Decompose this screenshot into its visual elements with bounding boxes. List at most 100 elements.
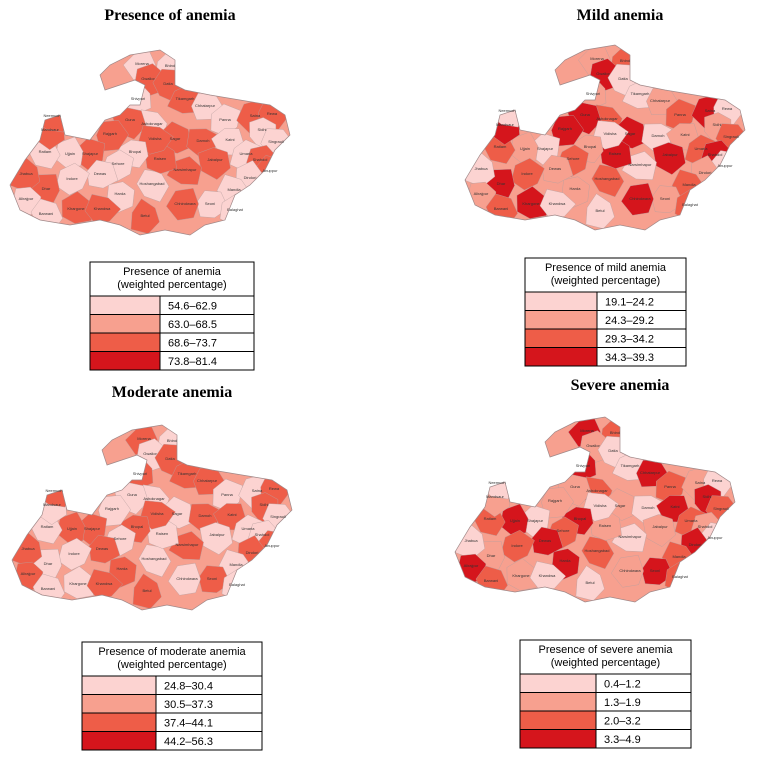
district-label: Raisen <box>609 151 621 156</box>
district-label: Vidisha <box>150 511 164 516</box>
district-label: Panna <box>674 112 686 117</box>
district-label: Chhatarpur <box>650 98 671 103</box>
district-label: Mandsaur <box>486 494 504 499</box>
district-label: Anuppur <box>707 535 723 540</box>
district-label: Bhind <box>620 58 630 63</box>
legend-range: 63.0–68.5 <box>168 319 217 331</box>
district-label: Khandwa <box>96 581 113 586</box>
district-label: Sagar <box>172 511 183 516</box>
legend-title: Presence of anemia <box>123 266 222 278</box>
district-label: Tikamgarh <box>178 471 197 476</box>
district <box>655 470 686 504</box>
district-label: Dindori <box>689 542 702 547</box>
district-label: Dewas <box>539 538 551 543</box>
district-label: Guna <box>570 484 581 489</box>
district-label: Ratlam <box>39 149 52 154</box>
district-label: Khargone <box>69 581 87 586</box>
district-label: Narsimhapur <box>619 534 643 539</box>
district-label: Betul <box>142 588 151 593</box>
legend-swatch <box>89 332 161 352</box>
district-label: Ujjain <box>520 146 530 151</box>
district-label: Mandla <box>227 187 241 192</box>
district-label: Neemuch <box>45 488 62 493</box>
district-label: Shahdol <box>253 157 268 162</box>
district-label: Morena <box>137 436 151 441</box>
district-label: Hoshangabad <box>585 548 610 553</box>
district-label: Dindori <box>244 175 257 180</box>
district-label: Indore <box>68 551 80 556</box>
district-label: Damoh <box>652 133 665 138</box>
district-label: Rewa <box>269 486 280 491</box>
district-label: Katni <box>680 132 689 137</box>
district-label: Khargone <box>512 573 530 578</box>
district-label: Tikamgarh <box>176 96 195 101</box>
district <box>86 569 123 599</box>
legend-swatch <box>519 692 597 712</box>
legend-swatch <box>81 712 157 732</box>
legend-cell <box>155 731 263 751</box>
district-label: Dindori <box>699 170 712 175</box>
district-label: Mandla <box>682 182 696 187</box>
district-label: Datia <box>165 456 175 461</box>
district-label: Chhatarpur <box>195 103 216 108</box>
district-label: Shajapur <box>537 146 554 151</box>
district-label: Mandsaur <box>496 122 514 127</box>
legend-cell <box>596 347 687 367</box>
district-label: Dewas <box>94 171 106 176</box>
legend-swatch <box>89 295 161 315</box>
district <box>210 103 241 137</box>
district-label: Barwani <box>494 206 509 211</box>
district-label: Jabalpur <box>209 532 225 537</box>
district-label: Dhar <box>42 186 51 191</box>
district-label: Chhindwara <box>174 201 196 206</box>
district-label: Dewas <box>549 166 561 171</box>
district-label: Vidisha <box>593 503 607 508</box>
district-label: Bhind <box>165 63 175 68</box>
district-label: Umaria <box>240 151 254 156</box>
district <box>611 554 644 588</box>
panel-title: Presence of anemia <box>104 7 235 24</box>
district-label: Alirajpur <box>21 571 36 576</box>
district-label: Anuppur <box>262 168 278 173</box>
district-label: Shivpuri <box>576 463 591 468</box>
legend-cell <box>159 351 255 371</box>
district-label: Narsimhapur <box>629 162 653 167</box>
legend-range: 37.4–44.1 <box>164 717 213 729</box>
district-label: Harda <box>115 191 127 196</box>
panel-title: Severe anemia <box>571 377 670 394</box>
district-label: Shivpuri <box>586 91 601 96</box>
district-label: Sagar <box>625 131 636 136</box>
legend-title: (weighted percentage) <box>117 659 226 671</box>
district <box>136 169 170 203</box>
district-label: Dindori <box>246 550 259 555</box>
legend-range: 54.6–62.9 <box>168 300 217 312</box>
district-label: Alirajpur <box>474 191 489 196</box>
legend-swatch <box>519 710 597 730</box>
legend-swatch <box>89 351 161 371</box>
district-label: Khandwa <box>94 206 111 211</box>
legend-range: 34.3–39.3 <box>605 352 654 364</box>
district-label: Damoh <box>642 505 655 510</box>
district-label: Shajapur <box>82 151 99 156</box>
district-label: Katni <box>225 137 234 142</box>
district <box>581 536 615 570</box>
district-label: Ashoknagar <box>143 496 165 501</box>
district-label: Singrauli <box>270 514 286 519</box>
district-label: Hoshangabad <box>142 556 167 561</box>
legend-swatch <box>81 694 157 714</box>
district-label: Bhopal <box>131 524 144 529</box>
district-label: Sehore <box>557 528 571 533</box>
district-label: Dhar <box>44 561 53 566</box>
district-label: Rajgarh <box>105 506 119 511</box>
district-label: Balaghat <box>682 202 699 207</box>
legend-range: 0.4–1.2 <box>604 678 641 690</box>
state-outline <box>9 49 291 236</box>
district-label: Gwalior <box>141 76 155 81</box>
district-label: Balaghat <box>229 582 246 587</box>
district-label: Datia <box>608 448 618 453</box>
district-label: Rewa <box>722 106 733 111</box>
state-outline <box>11 424 293 611</box>
district <box>199 522 233 555</box>
district <box>61 191 92 224</box>
